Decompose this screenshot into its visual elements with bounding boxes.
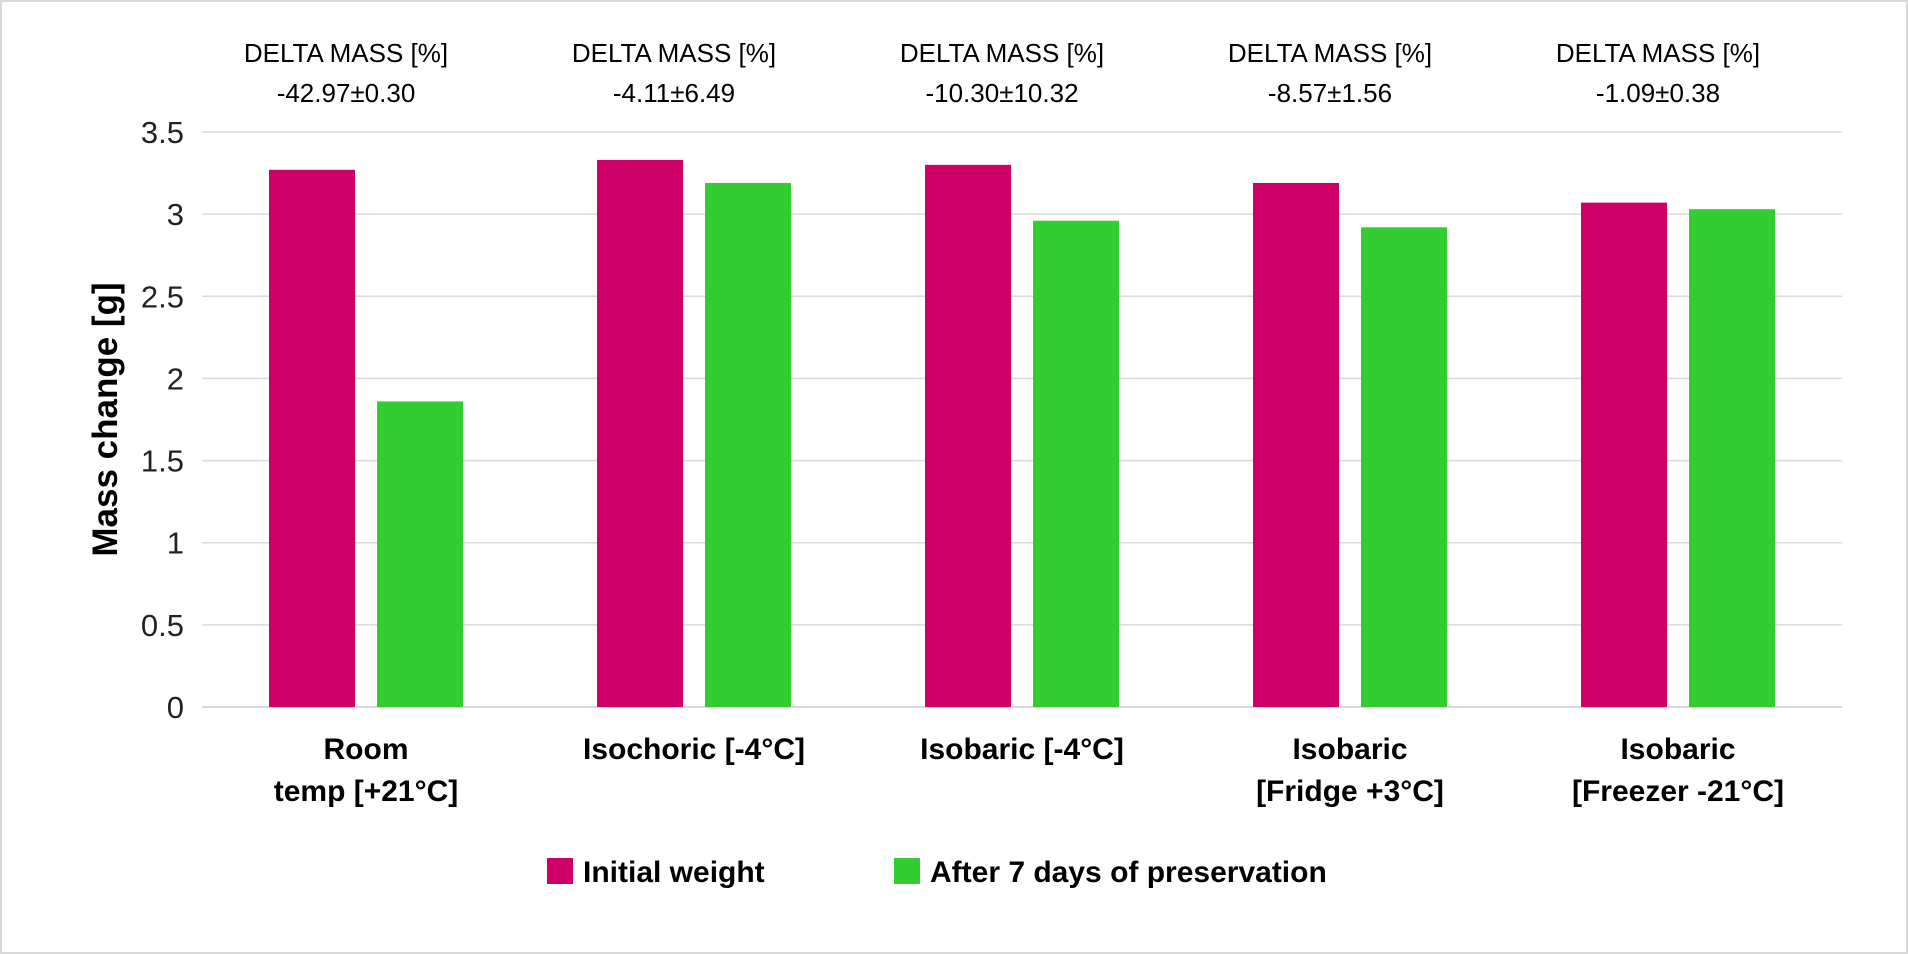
x-category-label: Room xyxy=(324,733,409,766)
x-category-label: Isochoric [-4°C] xyxy=(583,733,805,766)
legend-swatch-initial-weight xyxy=(547,858,573,884)
bar-initial-weight xyxy=(925,164,1011,707)
delta-mass-value: -8.57±1.56 xyxy=(1268,78,1392,108)
bar-after-7-days xyxy=(1361,227,1447,708)
delta-mass-title: DELTA MASS [%] xyxy=(1228,38,1432,68)
bar-after-7-days xyxy=(1689,209,1775,707)
y-tick-label: 0 xyxy=(167,690,184,725)
x-category-label: temp [+21°C] xyxy=(274,775,459,808)
delta-mass-value: -1.09±0.38 xyxy=(1596,78,1720,108)
bar-after-7-days xyxy=(705,182,791,707)
delta-mass-title: DELTA MASS [%] xyxy=(1556,38,1760,68)
bar-initial-weight xyxy=(1253,182,1339,707)
bar-after-7-days xyxy=(1033,220,1119,707)
legend-swatch-after-7-days xyxy=(894,858,920,884)
y-tick-label: 1 xyxy=(167,526,184,561)
delta-mass-value: -42.97±0.30 xyxy=(277,78,416,108)
x-category-label: Isobaric xyxy=(1292,733,1407,766)
legend-label-after-7-days: After 7 days of preservation xyxy=(930,856,1327,889)
delta-mass-title: DELTA MASS [%] xyxy=(244,38,448,68)
y-tick-label: 2 xyxy=(167,361,184,396)
x-category-label: Isobaric [-4°C] xyxy=(920,733,1124,766)
delta-mass-value: -4.11±6.49 xyxy=(613,78,735,108)
x-category-label: Isobaric xyxy=(1620,733,1735,766)
bar-initial-weight xyxy=(269,169,355,708)
y-tick-label: 0.5 xyxy=(141,608,184,643)
bar-initial-weight xyxy=(597,159,683,707)
bar-initial-weight xyxy=(1581,202,1667,707)
y-tick-label: 1.5 xyxy=(141,444,184,479)
delta-mass-value: -10.30±10.32 xyxy=(925,78,1078,108)
x-category-label: [Fridge +3°C] xyxy=(1256,775,1444,808)
legend-label-initial-weight: Initial weight xyxy=(583,856,765,889)
y-tick-label: 3 xyxy=(167,197,184,232)
delta-mass-title: DELTA MASS [%] xyxy=(572,38,776,68)
x-category-label: [Freezer -21°C] xyxy=(1572,775,1784,808)
bar-after-7-days xyxy=(377,401,463,707)
y-tick-label: 3.5 xyxy=(141,115,184,150)
delta-mass-title: DELTA MASS [%] xyxy=(900,38,1104,68)
y-tick-label: 2.5 xyxy=(141,279,184,314)
y-axis-title: Mass change [g] xyxy=(86,282,125,556)
